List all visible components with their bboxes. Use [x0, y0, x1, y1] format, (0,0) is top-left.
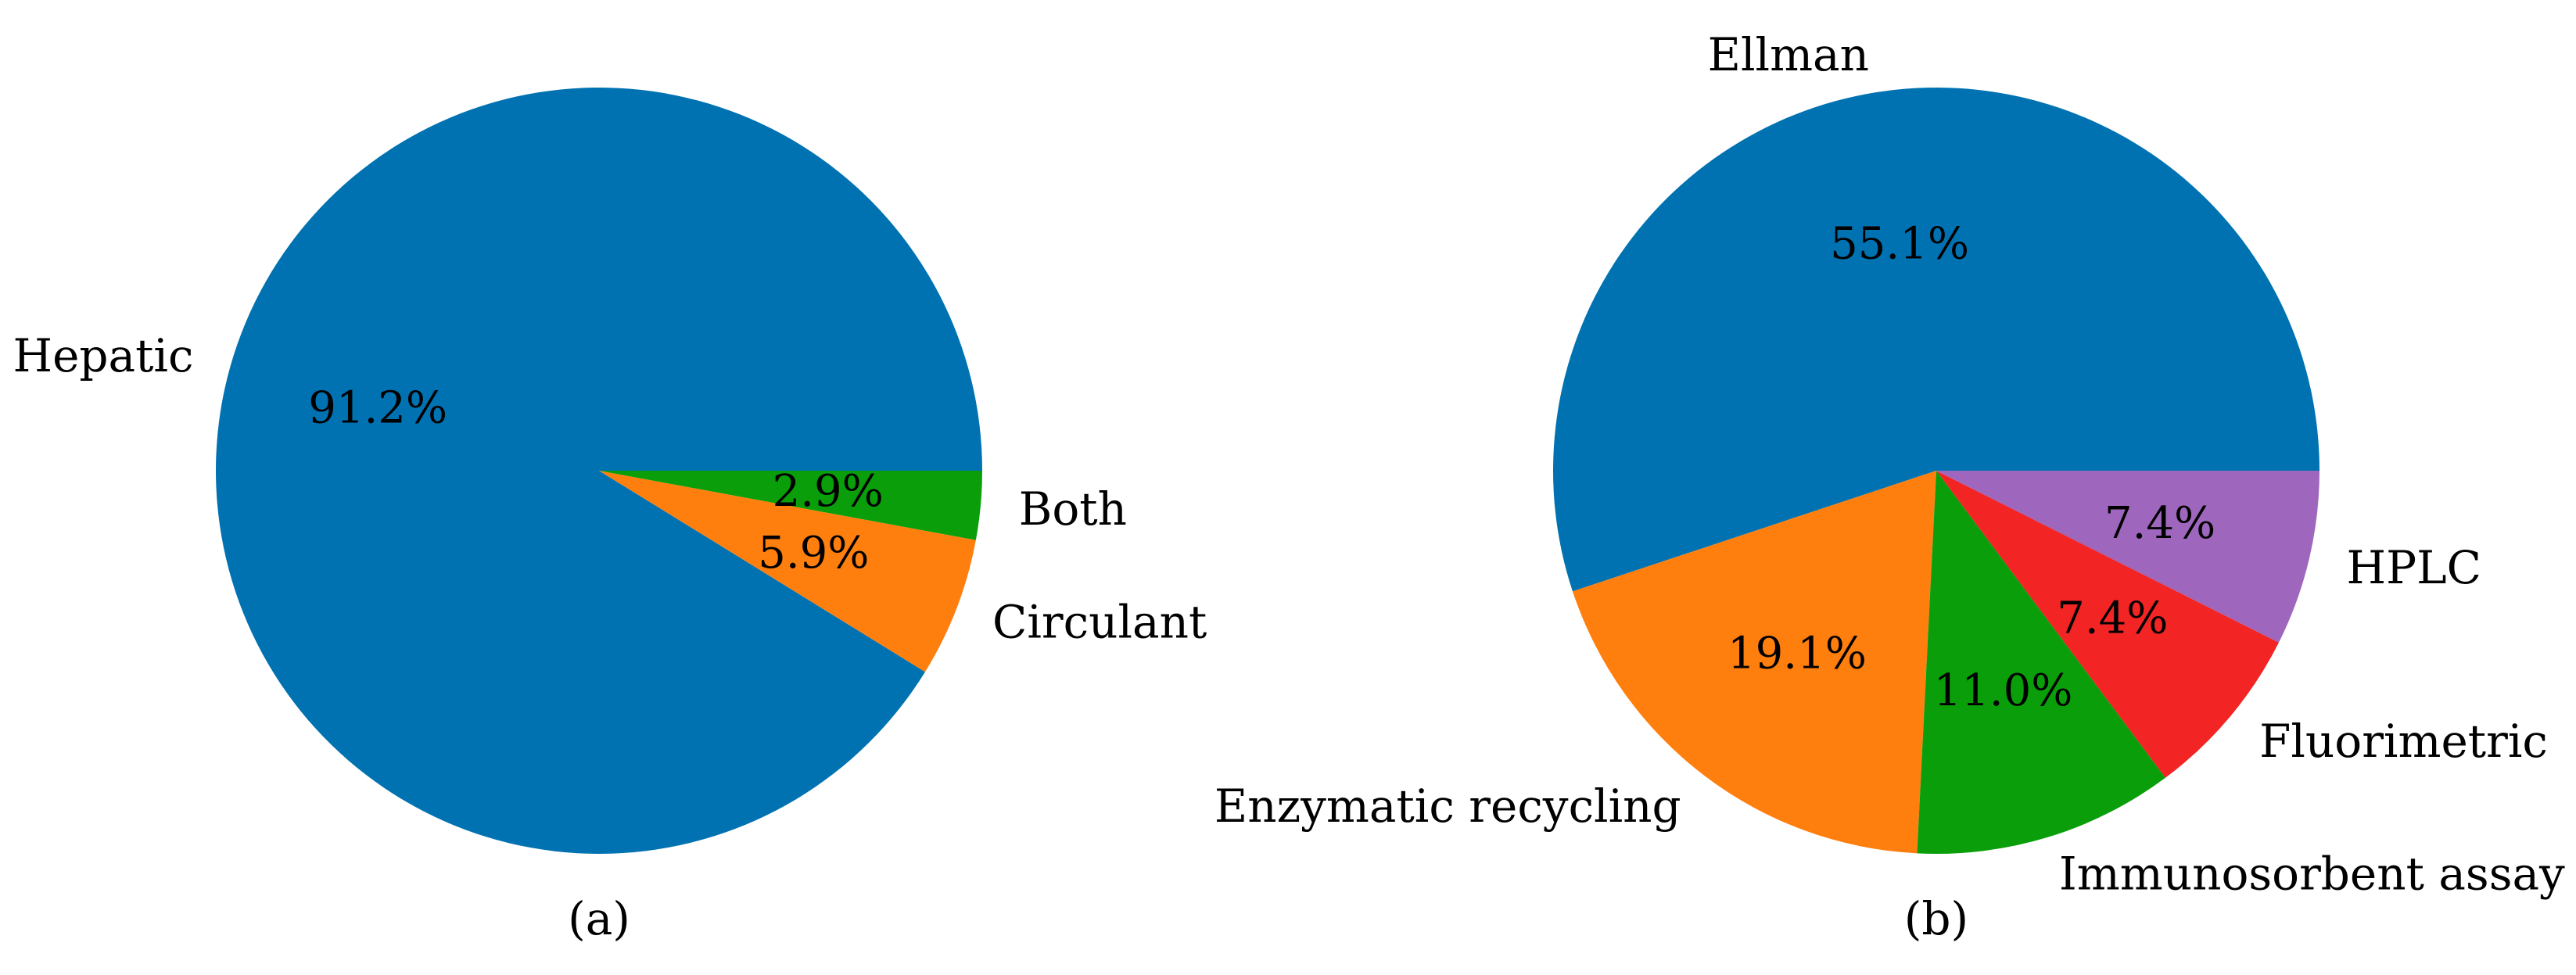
- pie-slice-immunosorbent-assay: [1917, 471, 2165, 854]
- pct-label-enzymatic-recycling: 19.1%: [1727, 628, 1867, 679]
- pct-label-both: 2.9%: [773, 466, 884, 517]
- pie-slice-hplc: [1936, 471, 2319, 643]
- slice-label-ellman: Ellman: [1708, 28, 1869, 81]
- pie-slice-ellman: [1552, 88, 2319, 592]
- pie-slice-enzymatic-recycling: [1572, 471, 1936, 854]
- pct-label-hepatic: 91.2%: [308, 382, 447, 433]
- slice-label-fluorimetric: Fluorimetric: [2259, 715, 2548, 768]
- pie-slice-circulant: [599, 471, 976, 672]
- pct-label-hplc: 7.4%: [2104, 498, 2215, 549]
- slice-label-hplc: HPLC: [2347, 541, 2482, 594]
- slice-label-enzymatic-recycling: Enzymatic recycling: [1214, 780, 1681, 833]
- pct-label-fluorimetric: 7.4%: [2057, 593, 2168, 643]
- slice-label-both: Both: [1019, 482, 1127, 536]
- pct-label-ellman: 55.1%: [1830, 218, 1969, 269]
- slice-label-circulant: Circulant: [992, 596, 1207, 649]
- slice-label-hepatic: Hepatic: [13, 329, 194, 382]
- pie-chart-a: 91.2% Hepatic 5.9% Circulant 2.9% Both: [13, 88, 1207, 855]
- slice-label-immunosorbent-assay: Immunosorbent assay: [2059, 848, 2565, 901]
- pie-slice-both: [599, 471, 982, 540]
- caption-b: (b): [1904, 892, 1968, 945]
- caption-a: (a): [568, 892, 630, 945]
- pie-slice-hepatic: [215, 88, 982, 855]
- pie-chart-b: 55.1% Ellman 19.1% Enzymatic recycling 11.0%…: [1214, 28, 2565, 901]
- pie-slice-fluorimetric: [1936, 471, 2279, 778]
- pct-label-circulant: 5.9%: [758, 528, 869, 579]
- pct-label-immunosorbent-assay: 11.0%: [1934, 665, 2073, 716]
